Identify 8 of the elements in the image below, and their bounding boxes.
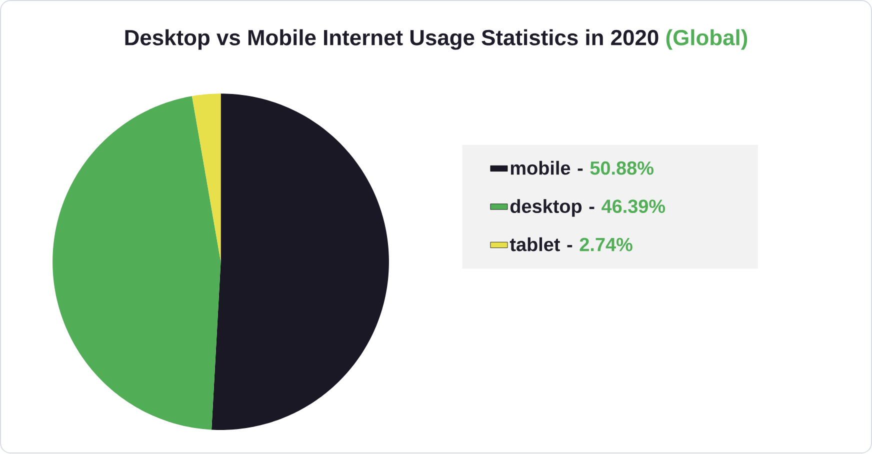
legend-label: tablet - <box>510 238 572 252</box>
chart-title: Desktop vs Mobile Internet Usage Statistics in 2020 <box>125 30 658 50</box>
data-label: 46.39% <box>602 200 666 214</box>
legend-label: desktop - <box>510 199 594 218</box>
data-label: 50.88% <box>590 162 654 176</box>
chart-subtitle: (Global) <box>666 30 748 50</box>
legend-label: mobile - <box>510 161 583 176</box>
data-label: 2.74% <box>580 238 632 252</box>
